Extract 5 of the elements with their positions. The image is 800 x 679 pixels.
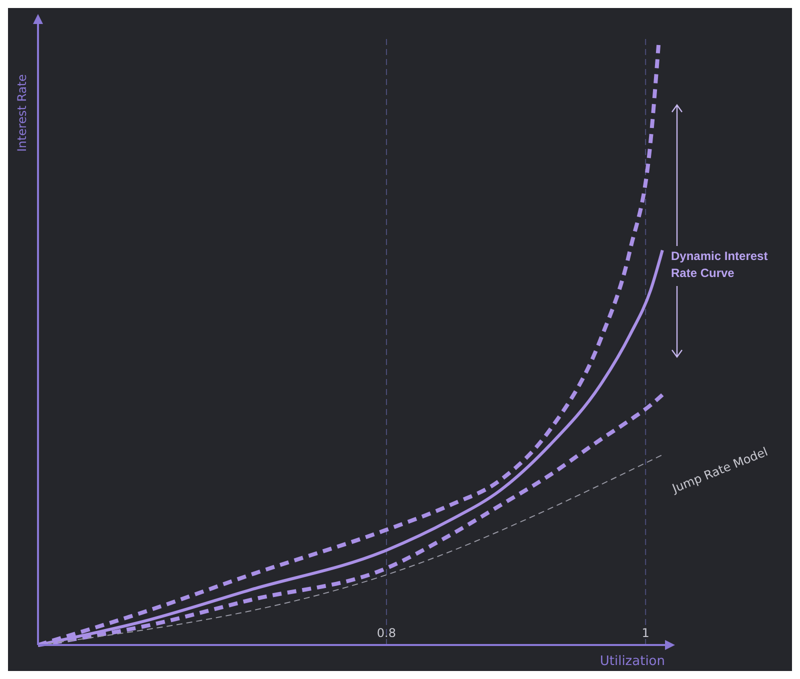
y-axis-title: Interest Rate: [15, 74, 29, 152]
text: Dynamic Interest Rate Curve: [671, 249, 768, 280]
x-tick-label: 0.8: [376, 626, 396, 640]
x-axis-title: Utilization: [600, 654, 665, 669]
x-tick-label: 1: [642, 626, 650, 640]
